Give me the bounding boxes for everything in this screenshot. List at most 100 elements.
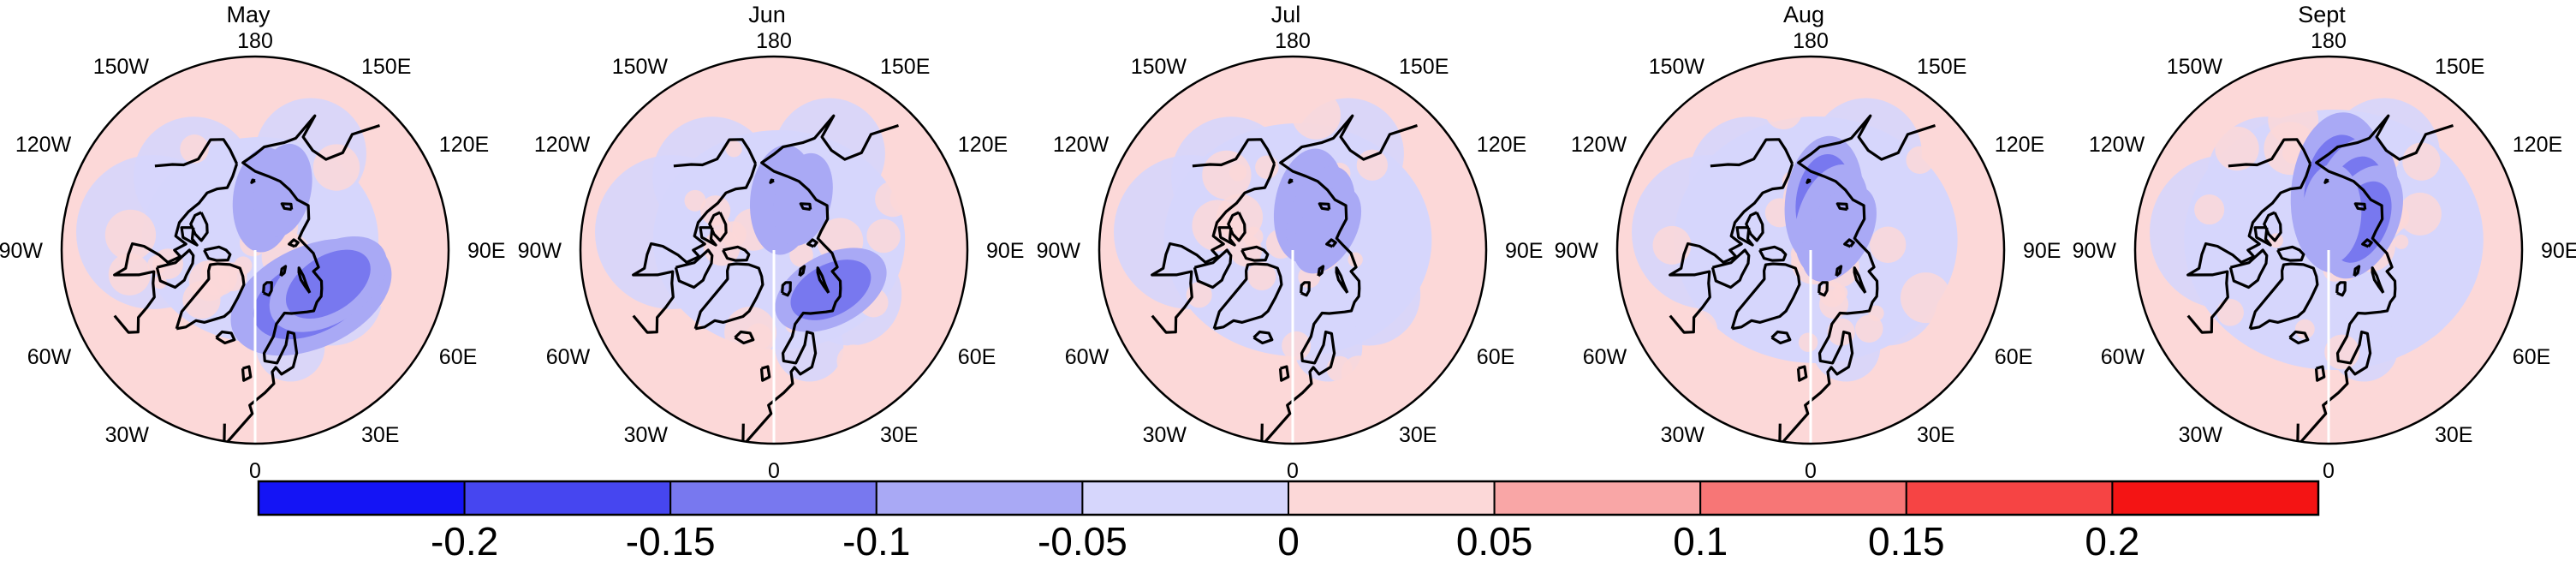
coastline: [693, 262, 764, 331]
coastline: [1193, 248, 1233, 289]
colorbar-segment: [1699, 480, 1907, 516]
coastline: [1151, 163, 1276, 334]
panel-title: Sept: [2298, 2, 2346, 27]
colorbar-tick-label: 0.2: [2085, 519, 2139, 561]
longitude-label: 150E: [880, 55, 930, 79]
coastline: [241, 365, 253, 382]
positive-anomaly-patch: [2394, 234, 2409, 249]
longitude-label: 90W: [0, 239, 43, 263]
longitude-label: 90E: [467, 239, 505, 263]
positive-anomaly-patch: [745, 323, 772, 350]
coastline: [1227, 211, 1246, 242]
coastline: [799, 202, 812, 212]
longitude-label: 60W: [27, 345, 72, 369]
positive-anomaly-patch: [836, 344, 871, 379]
panel-title: Aug: [1783, 2, 1824, 27]
longitude-label: 120E: [1477, 133, 1526, 157]
positive-anomaly-patch: [1341, 355, 1377, 391]
longitude-label: 60W: [546, 345, 591, 369]
coastline: [708, 211, 728, 242]
coastline: [632, 163, 758, 334]
longitude-label: 90E: [986, 239, 1024, 263]
colorbar-tick-label: -0.2: [431, 519, 498, 561]
longitude-label: 0: [1287, 459, 1299, 483]
longitude-label: 60E: [2513, 345, 2550, 369]
coastline: [1745, 211, 1764, 242]
coastline: [215, 330, 236, 345]
coastline: [816, 266, 830, 294]
coastline: [250, 178, 256, 184]
longitude-label: 120W: [1571, 133, 1627, 157]
colorbar-tick-label: 0.1: [1673, 519, 1728, 561]
longitude-label: 60W: [1065, 345, 1110, 369]
coastline: [2361, 238, 2373, 248]
positive-anomaly-patch: [173, 326, 193, 347]
longitude-label: 150E: [2435, 55, 2484, 79]
longitude-label: 30W: [2179, 423, 2223, 447]
coastline: [1212, 262, 1283, 331]
positive-anomaly-patch: [1255, 155, 1279, 179]
coastline: [279, 265, 288, 278]
panel-title: Jun: [748, 2, 786, 27]
longitude-label: 30E: [1917, 423, 1954, 447]
coastline: [2288, 330, 2310, 345]
positive-anomaly-patch: [1186, 282, 1212, 308]
coastline: [806, 238, 818, 248]
longitude-label: 150E: [1399, 55, 1449, 79]
positive-anomaly-patch: [725, 140, 742, 158]
anomaly-contour: [285, 249, 371, 319]
colorbar-segment: [875, 480, 1084, 516]
coastline: [1835, 202, 1849, 212]
coastline: [2263, 211, 2282, 242]
coastline: [1325, 238, 1337, 248]
longitude-label: 120W: [1053, 133, 1110, 157]
anomaly-contour: [1293, 187, 1362, 274]
positive-anomaly-patch: [1868, 305, 1884, 321]
positive-anomaly-patch: [2402, 142, 2441, 181]
coastline: [1730, 262, 1801, 331]
coastlines: [113, 114, 380, 444]
longitude-label: 0: [2323, 459, 2335, 483]
coastline: [1778, 114, 1936, 444]
coastline: [288, 238, 300, 248]
positive-anomaly-patch: [2194, 194, 2225, 225]
colorbar-tick-label: -0.15: [626, 519, 716, 561]
coastline: [2186, 163, 2312, 334]
positive-anomaly-patch: [104, 209, 157, 261]
positive-anomaly-patch: [789, 243, 813, 267]
longitude-label: 120E: [958, 133, 1008, 157]
coastline: [781, 281, 792, 297]
positive-anomaly-patch: [2215, 126, 2259, 171]
positive-anomaly-patch: [1870, 226, 1907, 263]
coastline: [1817, 281, 1829, 297]
coastline: [1288, 178, 1294, 184]
longitude-label: 60E: [958, 345, 996, 369]
positive-anomaly-patch: [716, 362, 746, 391]
longitude-label: 180: [2311, 29, 2347, 53]
coastline: [769, 178, 775, 184]
anomaly-contour: [253, 143, 312, 237]
longitude-label: 30E: [361, 423, 399, 447]
coastline: [798, 265, 806, 278]
map-border: [1098, 55, 1488, 445]
coastline: [280, 202, 294, 212]
longitude-label: 150E: [1917, 55, 1966, 79]
positive-anomaly-patch: [1819, 289, 1849, 319]
longitude-label: 90E: [2023, 239, 2061, 263]
longitude-label: 30E: [2435, 423, 2472, 447]
longitude-label: 90W: [1037, 239, 1081, 263]
positive-anomaly-patch: [1229, 164, 1247, 182]
colorbar-tick-label: -0.1: [842, 519, 910, 561]
positive-anomaly-patch: [866, 218, 901, 254]
longitude-label: 90E: [1505, 239, 1543, 263]
coastline: [699, 226, 717, 247]
colorbar-tick-label: -0.05: [1038, 519, 1127, 561]
colorbar-segment: [1081, 480, 1290, 516]
longitude-label: 0: [1805, 459, 1817, 483]
longitude-label: 30W: [1661, 423, 1705, 447]
positive-anomaly-patch: [2216, 299, 2244, 326]
colorbar-tick-label: 0: [1277, 519, 1300, 561]
positive-anomaly-patch: [1764, 92, 1803, 130]
